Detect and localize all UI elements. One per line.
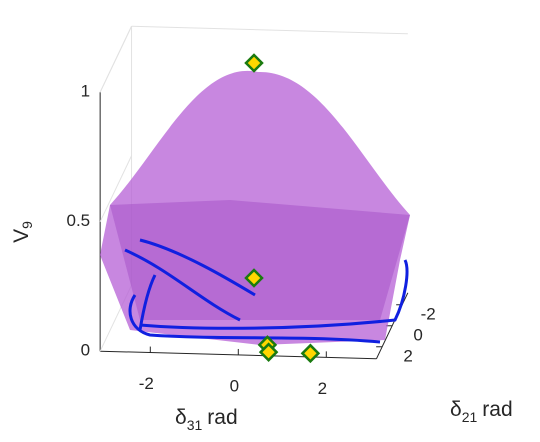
marker [300, 343, 321, 364]
x-tick-label: 0 [230, 376, 239, 395]
x-tick-label: 2 [318, 379, 327, 398]
x-axis-label: δ31 rad [175, 406, 238, 433]
y-tick-label: 2 [403, 346, 412, 365]
curves [124, 238, 409, 344]
y-tick-label: -2 [421, 304, 436, 323]
marker [244, 53, 264, 73]
y-axis-label: δ21 rad [450, 398, 513, 425]
marker [244, 268, 264, 288]
box-edge [131, 25, 408, 35]
z-tick-label: 0 [81, 341, 90, 360]
grid-line [99, 155, 132, 222]
z-tick-label: 0.5 [66, 211, 90, 230]
y-tick-label: 0 [413, 325, 422, 344]
axes-box [99, 25, 409, 360]
x-tick-label: -2 [139, 374, 154, 393]
z-tick-label: 1 [81, 82, 90, 101]
grid-line [99, 26, 132, 93]
surface-shade [110, 200, 410, 320]
z-axis-label: V9 [10, 221, 35, 243]
marker [258, 342, 279, 362]
